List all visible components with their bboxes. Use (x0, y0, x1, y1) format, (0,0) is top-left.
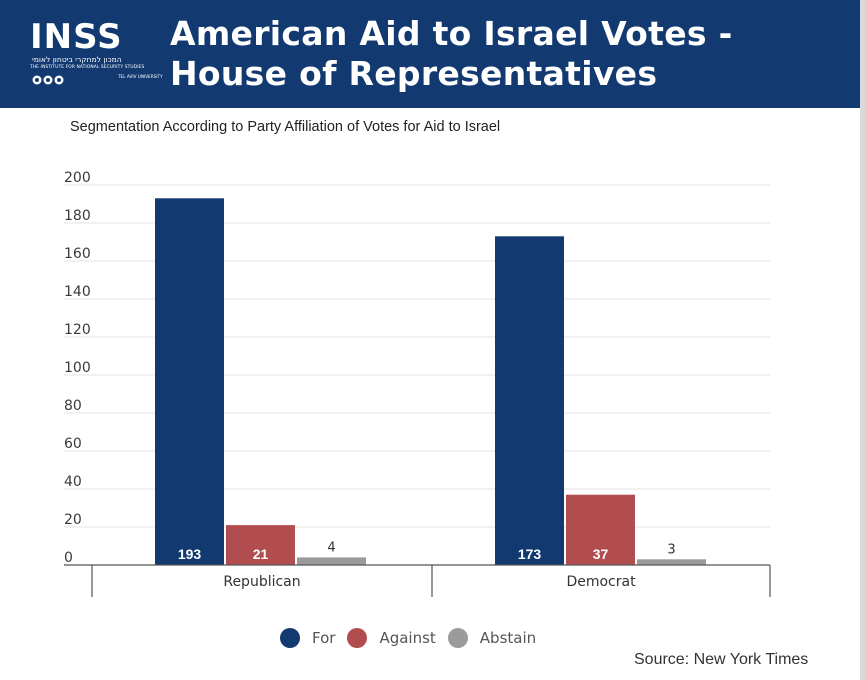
data-label-republican-against: 21 (253, 546, 269, 562)
inss-logo: INSS המכון למחקרי ביטחון לאומי THE INSTI… (30, 17, 163, 92)
legend-label-for: For (312, 629, 336, 647)
page-title: American Aid to Israel Votes - House of … (170, 14, 733, 93)
bar-republican-against (226, 525, 295, 565)
y-tick-label-120: 120 (64, 322, 91, 338)
y-tick-label-100: 100 (64, 360, 91, 376)
legend-swatch-abstain (447, 628, 468, 648)
logo-university-text: TEL AVIV UNIVERSITY (118, 74, 163, 79)
source-credit: Source: New York Times (634, 651, 809, 668)
y-tick-label-0: 0 (64, 550, 73, 566)
bar-republican-abstain (297, 557, 366, 565)
right-edge-strip (860, 0, 865, 680)
x-category-label-democrat: Democrat (566, 574, 636, 590)
logo-wordmark: INSS (30, 17, 123, 57)
y-tick-label-80: 80 (64, 398, 82, 414)
y-tick-label-180: 180 (64, 208, 91, 224)
y-tick-label-20: 20 (64, 512, 82, 528)
bar-democrat-abstain (637, 559, 706, 565)
data-label-democrat-for: 173 (518, 546, 542, 562)
legend-item-abstain: Abstain (447, 628, 537, 648)
data-label-democrat-abstain: 3 (667, 542, 675, 557)
legend-item-against: Against (347, 628, 436, 648)
bar-republican-for (155, 198, 224, 566)
y-tick-label-140: 140 (64, 284, 91, 300)
data-label-republican-for: 193 (178, 546, 202, 562)
y-tick-label-60: 60 (64, 436, 82, 452)
data-label-republican-abstain: 4 (327, 540, 335, 555)
bar-democrat-for (495, 236, 564, 566)
legend-label-abstain: Abstain (479, 629, 537, 647)
bar-democrat-against (566, 494, 635, 565)
legend-swatch-for (280, 628, 300, 648)
x-category-label-republican: Republican (223, 574, 300, 590)
logo-english-text: THE INSTITUTE FOR NATIONAL SECURITY STUD… (30, 65, 145, 70)
logo-hebrew-text: המכון למחקרי ביטחון לאומי (32, 55, 122, 64)
legend-item-for: For (280, 628, 335, 648)
logo-circles-icon (32, 75, 64, 85)
y-tick-label-40: 40 (64, 474, 82, 490)
legend-label-against: Against (379, 629, 436, 647)
data-label-democrat-against: 37 (593, 546, 609, 562)
chart-legend: For Against Abstain (280, 627, 548, 649)
header-banner: INSS המכון למחקרי ביטחון לאומי THE INSTI… (0, 0, 860, 108)
legend-swatch-against (347, 628, 368, 648)
chart-subtitle: Segmentation According to Party Affiliat… (70, 119, 501, 135)
y-tick-label-160: 160 (64, 246, 91, 262)
y-tick-label-200: 200 (64, 170, 91, 186)
